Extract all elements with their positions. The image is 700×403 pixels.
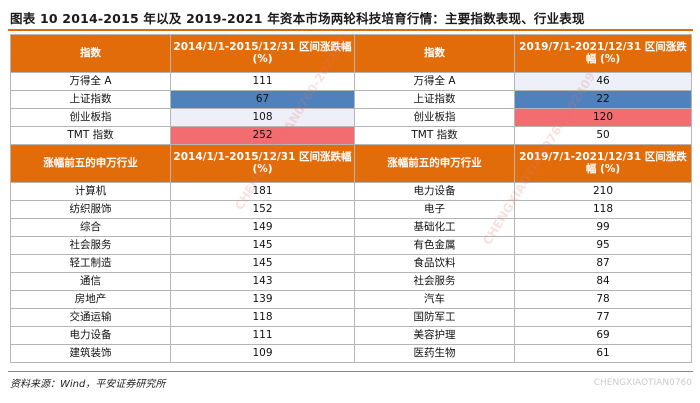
index-value-period1: 67 — [170, 90, 355, 109]
industry-header-row: 涨幅前五的申万行业 2014/1/1-2015/12/31 区间涨跌幅 (%) 涨幅… — [10, 144, 692, 183]
index-name-right: 万得全 A — [354, 72, 515, 91]
header-industry-right: 涨幅前五的申万行业 — [354, 144, 515, 183]
index-row: 上证指数 67 上证指数 22 — [10, 90, 692, 109]
industry-value-period2: 84 — [514, 272, 692, 291]
index-row: TMT 指数 252 TMT 指数 50 — [10, 126, 692, 145]
industry-row: 纺织服饰 152 电子 118 — [10, 200, 692, 219]
header-index-left: 指数 — [10, 34, 171, 73]
industry-name-right: 电力设备 — [354, 182, 515, 201]
industry-name-left: 交通运输 — [10, 308, 171, 327]
industry-value-period2: 61 — [514, 344, 692, 363]
industry-value-period1: 152 — [170, 200, 355, 219]
industry-name-left: 纺织服饰 — [10, 200, 171, 219]
industry-value-period1: 145 — [170, 254, 355, 273]
index-name-left: TMT 指数 — [10, 126, 171, 145]
index-header-row: 指数 2014/1/1-2015/12/31 区间涨跌幅 (%) 指数 2019… — [10, 34, 692, 73]
industry-name-left: 轻工制造 — [10, 254, 171, 273]
index-name-left: 创业板指 — [10, 108, 171, 127]
industry-row: 综合 149 基础化工 99 — [10, 218, 692, 237]
index-value-period1: 108 — [170, 108, 355, 127]
industry-row: 轻工制造 145 食品饮料 87 — [10, 254, 692, 273]
industry-value-period1: 118 — [170, 308, 355, 327]
index-row: 创业板指 108 创业板指 120 — [10, 108, 692, 127]
industry-value-period2: 99 — [514, 218, 692, 237]
index-value-period2: 46 — [514, 72, 692, 91]
index-value-period2: 50 — [514, 126, 692, 145]
industry-name-right: 电子 — [354, 200, 515, 219]
industry-value-period1: 181 — [170, 182, 355, 201]
industry-name-right: 美容护理 — [354, 326, 515, 345]
header-industry-left: 涨幅前五的申万行业 — [10, 144, 171, 183]
industry-name-left: 房地产 — [10, 290, 171, 309]
industry-name-left: 计算机 — [10, 182, 171, 201]
industry-value-period1: 145 — [170, 236, 355, 255]
index-value-period2: 22 — [514, 90, 692, 109]
industry-name-right: 食品饮料 — [354, 254, 515, 273]
industry-row: 社会服务 145 有色金属 95 — [10, 236, 692, 255]
industry-value-period1: 139 — [170, 290, 355, 309]
index-value-period1: 252 — [170, 126, 355, 145]
industry-name-right: 基础化工 — [354, 218, 515, 237]
industry-value-period2: 77 — [514, 308, 692, 327]
source-note: 资料来源：Wind，平安证券研究所 — [10, 379, 166, 390]
industry-row: 交通运输 118 国防军工 77 — [10, 308, 692, 327]
index-row: 万得全 A 111 万得全 A 46 — [10, 72, 692, 91]
source-divider — [8, 371, 693, 372]
industry-value-period2: 78 — [514, 290, 692, 309]
industry-value-period1: 111 — [170, 326, 355, 345]
header-period1: 2014/1/1-2015/12/31 区间涨跌幅 (%) — [170, 144, 355, 183]
index-industry-table: 指数 2014/1/1-2015/12/31 区间涨跌幅 (%) 指数 2019… — [10, 34, 692, 363]
index-value-period1: 111 — [170, 72, 355, 91]
industry-value-period2: 69 — [514, 326, 692, 345]
industry-name-left: 建筑装饰 — [10, 344, 171, 363]
index-name-right: 创业板指 — [354, 108, 515, 127]
index-name-right: 上证指数 — [354, 90, 515, 109]
industry-value-period2: 210 — [514, 182, 692, 201]
industry-name-right: 国防军工 — [354, 308, 515, 327]
industry-value-period1: 149 — [170, 218, 355, 237]
industry-name-right: 有色金属 — [354, 236, 515, 255]
industry-value-period2: 118 — [514, 200, 692, 219]
index-name-right: TMT 指数 — [354, 126, 515, 145]
index-name-left: 万得全 A — [10, 72, 171, 91]
header-period2: 2019/7/1-2021/12/31 区间涨跌幅 (%) — [514, 34, 692, 73]
industry-row: 通信 143 社会服务 84 — [10, 272, 692, 291]
industry-row: 计算机 181 电力设备 210 — [10, 182, 692, 201]
index-value-period2: 120 — [514, 108, 692, 127]
industry-name-left: 通信 — [10, 272, 171, 291]
industry-value-period1: 143 — [170, 272, 355, 291]
industry-value-period2: 87 — [514, 254, 692, 273]
header-index-right: 指数 — [354, 34, 515, 73]
industry-name-left: 综合 — [10, 218, 171, 237]
industry-row: 建筑装饰 109 医药生物 61 — [10, 344, 692, 363]
industry-value-period1: 109 — [170, 344, 355, 363]
industry-name-right: 汽车 — [354, 290, 515, 309]
figure-title: 图表 10 2014-2015 年以及 2019-2021 年资本市场两轮科技培… — [10, 11, 585, 26]
industry-name-right: 社会服务 — [354, 272, 515, 291]
header-period1: 2014/1/1-2015/12/31 区间涨跌幅 (%) — [170, 34, 355, 73]
industry-row: 房地产 139 汽车 78 — [10, 290, 692, 309]
industry-name-left: 电力设备 — [10, 326, 171, 345]
industry-name-right: 医药生物 — [354, 344, 515, 363]
header-period2: 2019/7/1-2021/12/31 区间涨跌幅 (%) — [514, 144, 692, 183]
index-name-left: 上证指数 — [10, 90, 171, 109]
title-divider — [8, 29, 693, 31]
industry-value-period2: 95 — [514, 236, 692, 255]
industry-row: 电力设备 111 美容护理 69 — [10, 326, 692, 345]
watermark-text: CHENGXIAOTIAN0760 — [593, 378, 692, 388]
industry-name-left: 社会服务 — [10, 236, 171, 255]
